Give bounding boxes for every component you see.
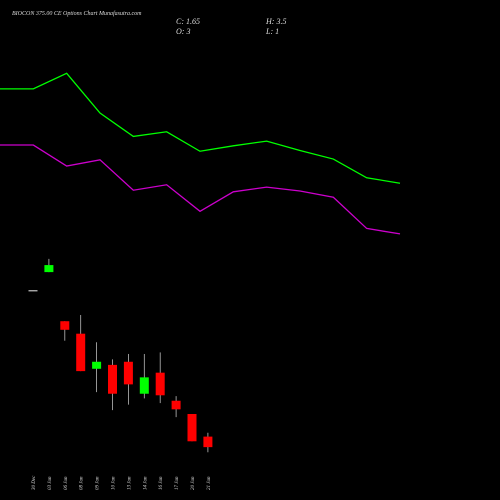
x-tick-label: 06 Jan — [64, 476, 69, 490]
ohlc-value: 1 — [275, 27, 279, 36]
ohlc-label: O: — [176, 27, 185, 36]
indicator-line — [0, 144, 401, 235]
ohlc-label: C: — [176, 17, 184, 26]
x-tick-label: 20 Jan — [191, 476, 196, 490]
x-tick-label: 16 Jan — [159, 476, 164, 490]
chart-title: BIOCON 375.00 CE Options Chart Munafasut… — [12, 10, 142, 17]
ohlc-value: 3 — [185, 27, 190, 36]
indicator-line — [0, 72, 401, 184]
x-tick-label: 10 Jan — [112, 476, 117, 490]
x-tick-label: 30 Dec — [32, 475, 37, 490]
candle-body — [60, 321, 70, 330]
candle-body — [92, 361, 102, 369]
ohlc-info: O: 3 — [176, 27, 190, 36]
ohlc-info: C: 1.65 — [176, 17, 200, 26]
candle-body — [139, 377, 149, 394]
candle-body — [123, 361, 133, 385]
candle-body — [155, 372, 165, 396]
candle-body — [171, 400, 181, 410]
ohlc-label: L: — [265, 27, 273, 36]
x-tick-label: 03 Jan — [48, 476, 53, 490]
candle-body — [76, 333, 86, 372]
ohlc-value: 3.5 — [275, 17, 286, 26]
ohlc-label: H: — [265, 17, 275, 26]
x-tick-label: 09 Jan — [96, 476, 101, 490]
x-tick-label: 08 Jan — [80, 476, 85, 490]
ohlc-info: L: 1 — [265, 27, 279, 36]
candle-body — [203, 436, 213, 448]
x-tick-label: 14 Jan — [143, 476, 148, 490]
ohlc-info: H: 3.5 — [265, 17, 286, 26]
candle-body — [44, 265, 54, 273]
candle-body — [187, 414, 197, 442]
x-tick-label: 17 Jan — [175, 476, 180, 490]
x-tick-label: 13 Jan — [127, 476, 132, 490]
candle-body — [108, 364, 117, 394]
ohlc-value: 1.65 — [186, 17, 200, 26]
x-tick-label: 21 Jan — [207, 476, 212, 490]
